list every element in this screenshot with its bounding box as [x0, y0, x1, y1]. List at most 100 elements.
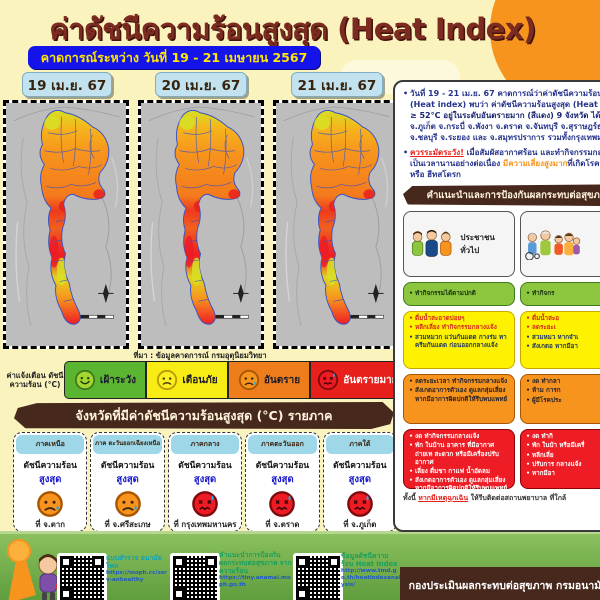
forecast-bullet-1: วันที่ 19 - 21 เม.ย. 67 คาดการณ์ว่าค่าดั…: [403, 88, 600, 143]
dizzy-face-icon: [346, 490, 374, 518]
forecast-range-banner: คาดการณ์ระหว่าง วันที่ 19 - 21 เมษายน 25…: [28, 46, 320, 69]
advice-line: พัก ในบ้าน อาคาร ที่มีอากาศถ่ายเท สะดวก …: [409, 442, 509, 467]
page-title: ค่าดัชนีความร้อนสูงสุด (Heat Index): [49, 12, 536, 46]
emergency-note: ทั้งนี้ หากมีเหตุฉุกเฉิน ให้รีบติดต่อสถา…: [403, 493, 600, 504]
advice-line: เลี่ยง ดื่มชา กาแฟ น้ำอัดลม: [409, 468, 509, 476]
legend-level-watch: เฝ้าระวัง: [64, 361, 146, 399]
advice-grid: ประชาชนทั่วไป ทำกิจกรรมได้ตามปกติ ทำกิจก…: [403, 211, 600, 492]
legend-level-extreme-danger: อันตรายมาก: [310, 361, 405, 399]
forecast-bullet-2: ควรระมัดระวัง! เมื่อสัมผัสอากาศร้อน และท…: [403, 147, 600, 180]
advice-line: สังเกตอ หากมีอา: [526, 343, 600, 351]
advice-banner: คำแนะนำและการป้องกันผลกระทบต่อสุขภาพ: [403, 184, 600, 207]
risk-highlight: มีความเสี่ยงสูงมาก: [502, 159, 568, 169]
qr-code-heat-advice: [170, 553, 220, 600]
note-rest: ให้รีบติดต่อสถานพยาบาล ที่ใกล้: [468, 494, 567, 503]
qr-code-anamai-poll: [57, 553, 107, 600]
region-card-south: ภาคใต้ ดัชนีความร้อน สูงสุด ที่ จ.ภูเก็ต: [322, 432, 398, 532]
region-name: ภาคใต้: [325, 435, 395, 454]
advice-line: สังเกตอาการตัวเอง ดูแลกลุ่มเสี่ยง หากมีอ…: [409, 477, 509, 493]
thailand-heat-map-day1: [3, 100, 129, 349]
advice-orange-risk: งด ทำกลา ห้าม การก ผู้มีโรคประ: [520, 374, 600, 425]
heat-index-label: ดัชนีความร้อน: [333, 461, 387, 471]
advice-red-risk: งด ทำกิ พัก ในบ้า หรือมีเครื่ หลีกเลี่ย …: [520, 429, 600, 490]
advice-line: ทำกิจกร: [526, 290, 554, 298]
heat-index-label: ดัชนีความร้อน: [23, 461, 77, 471]
advice-line: งด ทำกลา: [526, 378, 600, 386]
caution-highlight: ควรระมัดระวัง!: [410, 148, 464, 158]
max-label: สูงสุด: [116, 474, 139, 485]
advice-line: ห้าม การก: [526, 387, 600, 395]
legend-level-label: อันตราย: [263, 374, 301, 386]
worried-face-icon: [157, 369, 178, 391]
province-label: ที่ จ.ตาก: [35, 520, 65, 529]
province-label: ที่ จ.ศรีสะเกษ: [104, 520, 151, 529]
note-lead: ทั้งนี้: [403, 494, 419, 503]
qr-url: https://moph.cc/ssrv-anhealthy: [106, 570, 167, 584]
province-label: ที่ จ.ภูเก็ต: [343, 520, 377, 529]
qr-url: https://tiny.anamai.moph.go.th: [219, 575, 291, 589]
province-label: ที่ จ.ตราด: [265, 520, 300, 529]
max-label: สูงสุด: [348, 474, 372, 485]
region-name: ภาคเหนือ: [16, 435, 85, 454]
sweating-face-icon: [36, 490, 64, 518]
advice-line: ลดระยะเ: [526, 324, 600, 332]
bullet1-provinces: ได้แก่ จ.ภูเก็ต จ.กระบี่ จ.พังงา จ.ตราด …: [410, 111, 600, 143]
bullet1-lead: วันที่ 19 - 21 เม.ย. 67 คาดการณ์ว่าค่าดั…: [410, 89, 600, 110]
qr-title: คำแนะนำการป้องกัน ผลกระทบต่อสุขภาพ จากคว…: [219, 551, 292, 576]
advice-green-general: ทำกิจกรรมได้ตามปกติ: [403, 282, 515, 307]
advice-green-risk: ทำกิจกร: [520, 282, 600, 307]
qr-code-heat-index-data: [293, 553, 343, 600]
advice-line: สังเกตอาการตัวเอง ดูแลกลุ่มเสี่ยง หากมีอ…: [409, 387, 509, 403]
region-name: ภาคกลาง: [170, 435, 240, 454]
max-label: สูงสุด: [39, 474, 62, 485]
heat-index-label: ดัชนีความร้อน: [255, 461, 310, 471]
thailand-heat-map-day3: [273, 100, 399, 349]
legend-level-label: เฝ้าระวัง: [99, 374, 137, 386]
advice-line: สวมหมวก แว่นกันแดด กางร่ม ทาครีมกันแดด ก…: [409, 334, 509, 350]
advice-line: สวมหมว หากจำเ: [526, 334, 600, 342]
dizzy-face-icon: [318, 369, 339, 391]
forecast-info-panel: วันที่ 19 - 21 เม.ย. 67 คาดการณ์ว่าค่าดั…: [393, 80, 600, 532]
bullet1-key-value: ≥ 52°C อยู่ในระดับอันตรายมาก (สีแดง) 9 จ…: [410, 111, 589, 121]
region-name: ภาคตะวันออก: [248, 435, 317, 454]
region-card-east: ภาคตะวันออก ดัชนีความร้อน สูงสุด ที่ จ.ต…: [245, 432, 320, 532]
legend-label: ค่าแจ้งเตือน ดัชนีความร้อน (°C): [6, 370, 64, 389]
advice-line: ผู้มีโรคประ: [526, 397, 600, 405]
heat-index-legend: ค่าแจ้งเตือน ดัชนีความร้อน (°C) เฝ้าระวั…: [6, 361, 405, 399]
advice-line: หากมีอา: [526, 470, 600, 478]
qr-title: แบบสำรวจ อนามัยโพล: [106, 554, 162, 571]
advice-line: ปรับการ กลางแจ้ง: [526, 461, 600, 469]
sweating-face-icon: [114, 490, 142, 518]
group-box-risk-group: [520, 211, 600, 278]
legend-level-danger: อันตราย: [228, 361, 310, 399]
max-label: สูงสุด: [193, 474, 217, 485]
advice-line: งด ทำกิ: [526, 433, 600, 441]
sweating-face-icon: [238, 369, 259, 391]
thailand-heat-map-day2: [138, 100, 264, 349]
organization-bar: กองประเมินผลกระทบต่อสุขภาพ กรมอนามัย: [400, 567, 600, 600]
advice-line: ทำกิจกรรมได้ตามปกติ: [409, 290, 476, 298]
date-label-20: 20 เม.ย. 67: [155, 72, 247, 97]
province-label: ที่ กรุงเทพมหานคร: [173, 520, 237, 529]
date-label-19: 19 เม.ย. 67: [22, 72, 112, 97]
qr-label-anamai-poll: แบบสำรวจ อนามัยโพล https://moph.cc/ssrv-…: [106, 554, 168, 584]
advice-yellow-general: ดื่มน้ำสะอาดบ่อยๆ หลีกเลี่ยง ทำกิจกรรมกล…: [403, 311, 515, 370]
legend-level-label: เตือนภัย: [182, 374, 218, 386]
advice-line: ลดระยะเวลา ทำกิจกรรมกลางแจ้ง: [409, 378, 509, 386]
heat-index-label: ดัชนีความร้อน: [178, 461, 232, 471]
footer-grass-band: แบบสำรวจ อนามัยโพล https://moph.cc/ssrv-…: [0, 531, 600, 600]
bullet2-end: ที่เกิดโรคลมร้อน หรือ ฮีทสโตรก: [410, 159, 600, 180]
legend-level-label: อันตรายมาก: [343, 374, 398, 386]
advice-line: พัก ในบ้า หรือมีเครื่: [526, 442, 600, 450]
qr-title: ข้อมูลดัชนีความร้อน Heat Index: [341, 552, 398, 569]
maps-row: [3, 100, 399, 349]
regional-max-banner: จังหวัดที่มีค่าดัชนีความร้อนสูงสุด (°C) …: [14, 402, 394, 429]
data-source-caption: ที่มา : ข้อมูลคาดการณ์ กรมอุตุนิยมวิทยา: [133, 351, 267, 360]
advice-yellow-risk: ดื่มน้ำสะอ ลดระยะเ สวมหมว หากจำเ สังเกตอ…: [520, 311, 600, 370]
qr-label-heat-index-data: ข้อมูลดัชนีความร้อน Heat Index http://ww…: [341, 552, 401, 588]
qr-label-heat-advice: คำแนะนำการป้องกัน ผลกระทบต่อสุขภาพ จากคว…: [219, 551, 293, 589]
qr-url: http://www.tmd.go.th/heatindexanalysis/: [341, 568, 401, 588]
region-name: ภาค ตะวันออกเฉียงเหนือ: [93, 435, 162, 454]
emergency-highlight: หากมีเหตุฉุกเฉิน: [418, 494, 469, 503]
advice-line: หลีกเลี่ยง ทำกิจกรรมกลางแจ้ง: [409, 324, 509, 332]
